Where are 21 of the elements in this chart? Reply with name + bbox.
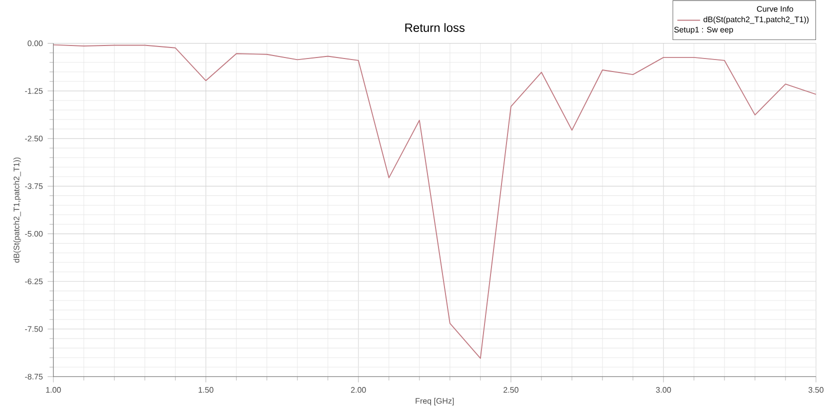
x-tick-label: 3.00 [656,387,671,393]
x-tick-label: 1.50 [198,387,214,393]
y-tick-label: -7.50 [25,326,43,332]
y-tick-label: -6.25 [25,278,43,284]
legend-title: Curve Info [756,6,794,12]
chart-title: Return loss [405,23,465,32]
y-tick-label: -3.75 [25,183,43,190]
y-tick-label: -8.75 [25,374,43,380]
x-tick-label: 3.50 [808,387,824,393]
line-series [53,44,816,359]
y-axis-title: dB(St(patch2_T1,patch2_T1)) [13,158,21,263]
x-tick-label: 2.00 [351,387,366,393]
x-tick-label: 2.50 [504,387,518,393]
x-axis-title: Freq [GHz] [416,398,454,406]
x-tick-label: 1.00 [46,387,61,393]
y-tick-label: -5.00 [25,230,43,237]
legend-label: dB(St(patch2_T1,patch2_T1)) [704,16,809,24]
y-tick-label: -2.50 [25,136,43,142]
y-tick-label: -1.25 [25,88,43,94]
y-tick-label: 0.00 [28,40,43,46]
text: Setup1 : Sw eep [674,26,734,34]
